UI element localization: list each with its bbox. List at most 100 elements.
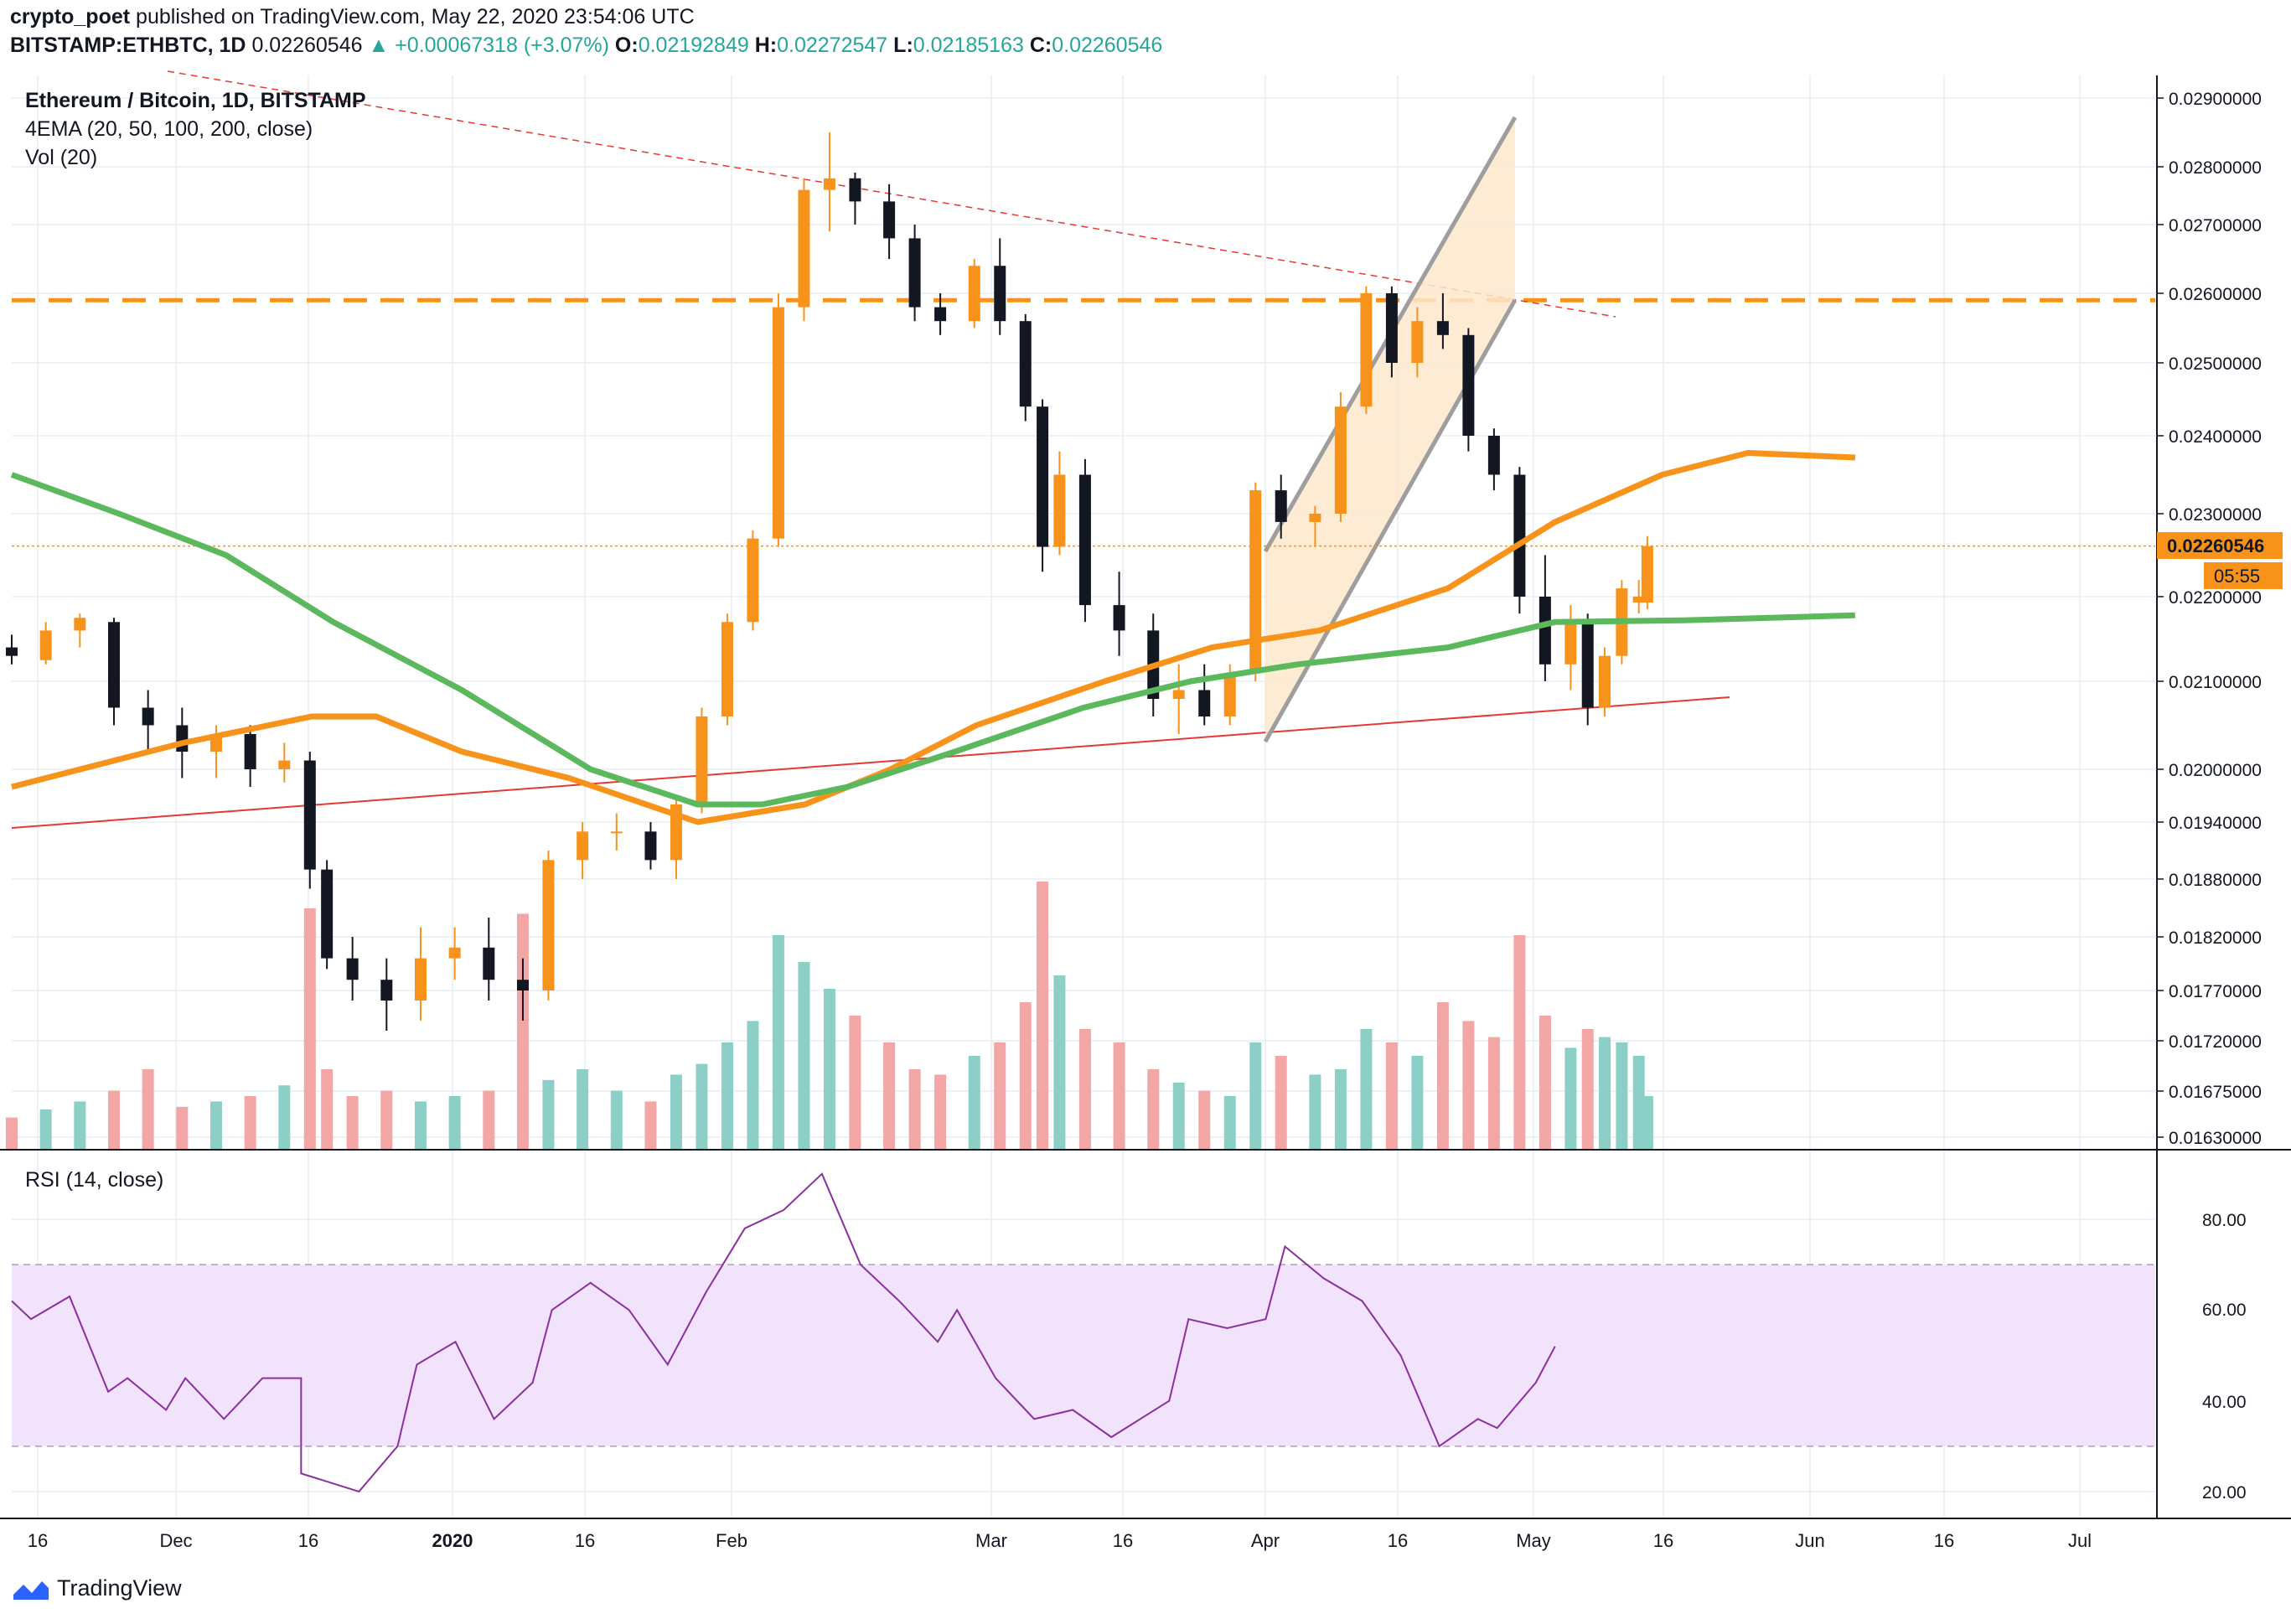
- candle-body: [39, 630, 52, 660]
- candle-body: [107, 622, 120, 708]
- close-value: 0.02260546: [1052, 34, 1163, 57]
- volume-bar: [644, 1101, 657, 1150]
- time-tick-label: 16: [575, 1530, 595, 1551]
- volume-bar: [1078, 1029, 1091, 1150]
- candle-body: [321, 869, 334, 959]
- volume-bar: [1616, 1042, 1628, 1150]
- published-text: published on TradingView.com, May 22, 20…: [136, 5, 695, 28]
- price-change: +0.00067318 (+3.07%): [395, 34, 609, 57]
- candle-body: [1462, 334, 1475, 436]
- volume-bar: [1019, 1002, 1032, 1150]
- candle-body: [908, 238, 921, 308]
- candle-body: [346, 958, 359, 980]
- price-tick-label: 0.01940000: [2169, 814, 2262, 833]
- volume-bar: [1581, 1029, 1594, 1150]
- up-arrow-icon: ▲: [368, 34, 390, 57]
- volume-bar: [6, 1117, 18, 1150]
- volume-bar: [1411, 1056, 1424, 1150]
- candle-body: [1249, 490, 1262, 673]
- legend-rsi[interactable]: RSI (14, close): [25, 1168, 163, 1192]
- rsi-band: [12, 1265, 2155, 1446]
- volume-bar: [346, 1096, 359, 1150]
- candle-body: [721, 622, 733, 716]
- volume-bar: [176, 1106, 189, 1150]
- downtrend-line: [167, 70, 1616, 318]
- volume-bar: [610, 1090, 623, 1150]
- candle-body: [1334, 406, 1347, 514]
- time-tick-label: Jul: [2068, 1530, 2092, 1551]
- volume-bar: [823, 989, 835, 1150]
- legend-ema[interactable]: 4EMA (20, 50, 100, 200, close): [25, 117, 313, 141]
- volume-bar: [1564, 1047, 1577, 1150]
- candle-body: [1581, 622, 1594, 708]
- chart-header: crypto_poet published on TradingView.com…: [0, 0, 2291, 65]
- volume-bar: [1275, 1056, 1287, 1150]
- current-price-tag: 0.02260546 05:55: [2157, 532, 2283, 589]
- volume-bar: [1198, 1090, 1211, 1150]
- volume-bar: [278, 1085, 291, 1150]
- volume-bar: [1487, 1037, 1500, 1150]
- symbol-label[interactable]: BITSTAMP:ETHBTC, 1D: [10, 34, 246, 57]
- author-name[interactable]: crypto_poet: [10, 5, 131, 28]
- candle-body: [1053, 474, 1066, 547]
- candle-body: [1641, 546, 1653, 603]
- price-tick-label: 0.02900000: [2169, 90, 2262, 109]
- publish-info: crypto_poet published on TradingView.com…: [10, 5, 695, 29]
- low-value: 0.02185163: [913, 34, 1024, 57]
- candle-body: [1385, 293, 1398, 363]
- candle-body: [1564, 622, 1577, 665]
- candle-body: [414, 958, 427, 1001]
- time-tick-label: Feb: [716, 1530, 747, 1551]
- rsi-pane: [11, 1172, 2155, 1493]
- time-tick-label: 16: [28, 1530, 48, 1551]
- volume-bar: [1641, 1096, 1653, 1150]
- volume-bar: [994, 1042, 1006, 1150]
- time-tick-label: May: [1516, 1530, 1551, 1551]
- tradingview-logo[interactable]: TradingView: [12, 1575, 182, 1601]
- volume-bar: [1513, 935, 1526, 1150]
- ohlc-bar: BITSTAMP:ETHBTC, 1D 0.02260546 ▲ +0.0006…: [10, 34, 1162, 58]
- legend-title[interactable]: Ethereum / Bitcoin, 1D, BITSTAMP: [25, 89, 366, 112]
- price-tick-label: 0.02600000: [2169, 285, 2262, 304]
- price-tag-box: [2157, 532, 2283, 559]
- candle-body: [1360, 293, 1373, 407]
- legend-volume[interactable]: Vol (20): [25, 146, 97, 169]
- candle-body: [1539, 597, 1551, 665]
- price-tick-label: 0.01675000: [2169, 1083, 2262, 1102]
- price-tick-label: 0.02400000: [2169, 427, 2262, 447]
- price-tick-label: 0.02700000: [2169, 216, 2262, 235]
- chart-legend: Ethereum / Bitcoin, 1D, BITSTAMP 4EMA (2…: [25, 89, 366, 1192]
- candle-body: [1223, 672, 1236, 716]
- trend-overlays: [11, 70, 2155, 829]
- volume-bar: [1113, 1042, 1125, 1150]
- candlesticks: [6, 132, 1653, 1031]
- rsi-tick-label: 80.00: [2202, 1211, 2247, 1230]
- volume-bar: [414, 1101, 427, 1150]
- candle-body: [483, 947, 495, 980]
- volume-bar: [1037, 882, 1049, 1150]
- candle-body: [696, 716, 708, 804]
- candle-body: [6, 647, 18, 656]
- axes: 0.02900000 0.02800000 0.02700000 0.02600000…: [0, 75, 2291, 1551]
- candle-body: [798, 189, 810, 308]
- volume-bar: [516, 913, 529, 1150]
- volume-bars: [6, 882, 1653, 1150]
- volume-bar: [883, 1042, 896, 1150]
- price-tick-label: 0.01630000: [2169, 1129, 2262, 1148]
- last-price: 0.02260546: [251, 34, 363, 57]
- open-value: 0.02192849: [638, 34, 749, 57]
- price-tick-label: 0.02800000: [2169, 158, 2262, 178]
- candle-body: [1275, 490, 1287, 522]
- rsi-tick-label: 60.00: [2202, 1301, 2247, 1320]
- ema-lines: [10, 449, 1856, 825]
- volume-bar: [1334, 1069, 1347, 1150]
- price-tick-label: 0.01820000: [2169, 928, 2262, 948]
- price-tick-label: 0.02100000: [2169, 673, 2262, 692]
- rsi-tick-label: 40.00: [2202, 1393, 2247, 1412]
- candle-body: [542, 860, 555, 990]
- time-tick-label: Dec: [159, 1530, 192, 1551]
- rsi-line: [11, 1172, 1556, 1493]
- volume-bar: [542, 1079, 555, 1150]
- ema-green-line: [10, 472, 1855, 808]
